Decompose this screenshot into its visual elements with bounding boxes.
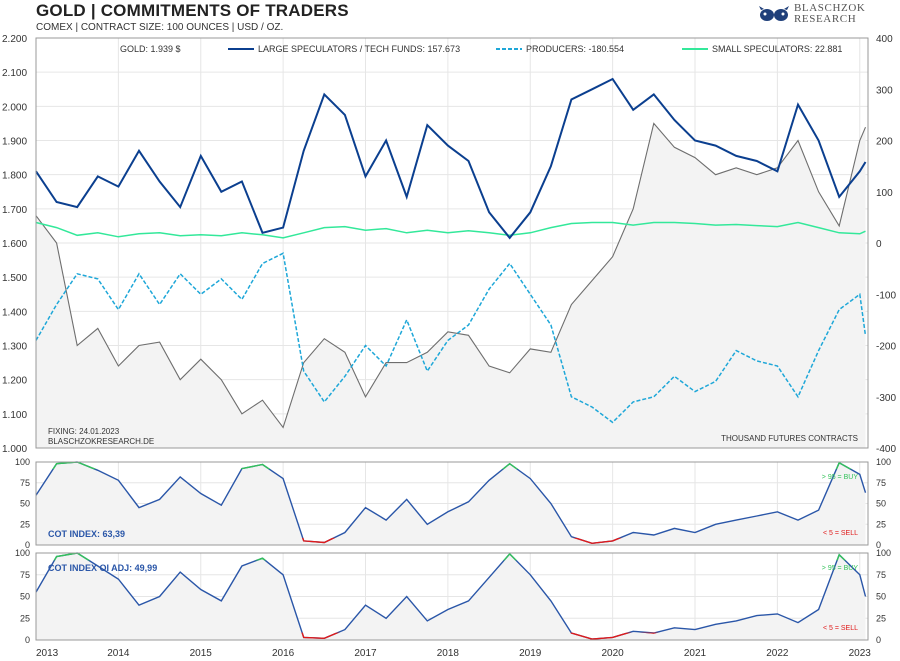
left-axis-tick-label: 1.200 <box>2 376 27 387</box>
oi-right-tick: 0 <box>876 635 881 645</box>
left-axis-tick-label: 2.100 <box>2 68 27 79</box>
right-axis-tick-label: 300 <box>876 85 893 96</box>
left-axis-tick-label: 1.400 <box>2 307 27 318</box>
left-axis-tick-label: 1.700 <box>2 205 27 216</box>
legend-label-gold: GOLD: 1.939 $ <box>120 44 181 54</box>
right-axis-tick-label: -100 <box>876 290 896 301</box>
x-axis: 2013 2014 2015 2016 2017 2018 2019 2020 2021 2022… <box>36 648 871 659</box>
units-note: THOUSAND FUTURES CONTRACTS <box>721 434 858 443</box>
right-axis-tick-label: 0 <box>876 239 882 250</box>
oi-left-tick: 25 <box>20 613 30 623</box>
oi-buy-label: > 95 = BUY <box>822 565 859 572</box>
left-axis-tick-label: 2.000 <box>2 102 27 113</box>
cot-right-tick: 0 <box>876 540 881 550</box>
oi-area <box>36 553 866 640</box>
legend-label-producers: PRODUCERS: -180.554 <box>526 44 624 54</box>
left-axis-tick-label: 1.900 <box>2 137 27 148</box>
cot-area <box>36 462 866 545</box>
oi-left-tick: 0 <box>25 635 30 645</box>
left-axis-tick-label: 1.500 <box>2 273 27 284</box>
legend-label-large_specs: LARGE SPECULATORS / TECH FUNDS: 157.673 <box>258 44 460 54</box>
producers-line <box>35 252 867 424</box>
x-axis-year-label: 2013 <box>36 648 59 659</box>
cot-line <box>35 461 867 545</box>
logo-text-line1: BLASCHZOK <box>794 2 866 14</box>
cot-right-tick: 50 <box>876 499 886 509</box>
oi-right-tick: 75 <box>876 570 886 580</box>
cot-index-panel: 0 0 25 25 50 50 75 75 100 100 COT INDEX: 63,39 > 95… <box>15 457 891 550</box>
source-note: BLASCHZOKRESEARCH.DE <box>48 437 154 446</box>
left-axis-tick-label: 1.300 <box>2 342 27 353</box>
oi-left-tick: 75 <box>20 570 30 580</box>
page-subtitle: COMEX | CONTRACT SIZE: 100 OUNCES | USD … <box>36 22 284 33</box>
x-axis-year-label: 2018 <box>437 648 460 659</box>
cot-left-tick: 25 <box>20 519 30 529</box>
x-axis-year-label: 2017 <box>354 648 377 659</box>
cot-left-tick: 0 <box>25 540 30 550</box>
brand-logo: BLASCHZOK RESEARCH <box>758 2 898 26</box>
right-axis-tick-label: 400 <box>876 34 893 45</box>
bull-bear-logo-icon <box>759 6 789 21</box>
oi-left-tick: 100 <box>15 548 30 558</box>
gold-price-area <box>36 123 866 449</box>
x-axis-year-label: 2023 <box>849 648 872 659</box>
x-axis-year-label: 2016 <box>272 648 295 659</box>
cot-sell-label: < 5 = SELL <box>823 530 858 537</box>
oi-right-tick: 50 <box>876 592 886 602</box>
main-panel-frame <box>35 37 869 449</box>
x-axis-year-label: 2014 <box>107 648 130 659</box>
x-axis-year-label: 2019 <box>519 648 542 659</box>
cot-buy-label: > 95 = BUY <box>822 474 859 481</box>
page-title: GOLD | COMMITMENTS OF TRADERS <box>36 1 349 20</box>
small-speculators-line <box>35 221 866 239</box>
cot-left-tick: 75 <box>20 478 30 488</box>
left-axis-tick-label: 1.600 <box>2 239 27 250</box>
fixing-note: FIXING: 24.01.2023 <box>48 427 120 436</box>
right-axis-tick-label: -300 <box>876 393 896 404</box>
oi-line <box>35 552 867 640</box>
logo-text-line2: RESEARCH <box>794 13 857 25</box>
cot-left-tick: 100 <box>15 457 30 467</box>
oi-sell-label: < 5 = SELL <box>823 625 858 632</box>
legend-label-small_specs: SMALL SPECULATORS: 22.881 <box>712 44 842 54</box>
oi-right-tick: 25 <box>876 613 886 623</box>
cot-frame <box>35 461 869 546</box>
left-axis-tick-label: 1.100 <box>2 410 27 421</box>
cot-right-tick: 100 <box>876 457 891 467</box>
oi-title: COT INDEX OI ADJ: 49,99 <box>48 563 157 573</box>
right-axis-tick-label: 200 <box>876 137 893 148</box>
left-axis-tick-label: 1.800 <box>2 171 27 182</box>
cot-left-tick: 50 <box>20 499 30 509</box>
left-axis-tick-label: 1.000 <box>2 444 27 455</box>
large-speculators-line <box>35 77 867 240</box>
right-axis-tick-label: -400 <box>876 444 896 455</box>
cot-title: COT INDEX: 63,39 <box>48 529 125 539</box>
right-axis-tick-label: -200 <box>876 342 896 353</box>
x-axis-year-label: 2022 <box>766 648 789 659</box>
left-axis-tick-label: 2.200 <box>2 34 27 45</box>
main-panel: 1.000 1.100 1.200 1.300 1.400 1.500 1.600 1.700… <box>2 34 896 455</box>
cot-index-oi-adj-panel: 0 0 25 25 50 50 75 75 100 100 COT INDEX OI ADJ: 49… <box>15 548 891 645</box>
cot-right-tick: 75 <box>876 478 886 488</box>
x-axis-year-label: 2020 <box>602 648 625 659</box>
oi-left-tick: 50 <box>20 592 30 602</box>
right-axis-tick-label: 100 <box>876 188 893 199</box>
oi-right-tick: 100 <box>876 548 891 558</box>
x-axis-year-label: 2015 <box>190 648 213 659</box>
oi-frame <box>35 552 869 641</box>
x-axis-year-label: 2021 <box>684 648 707 659</box>
cot-right-tick: 25 <box>876 519 886 529</box>
